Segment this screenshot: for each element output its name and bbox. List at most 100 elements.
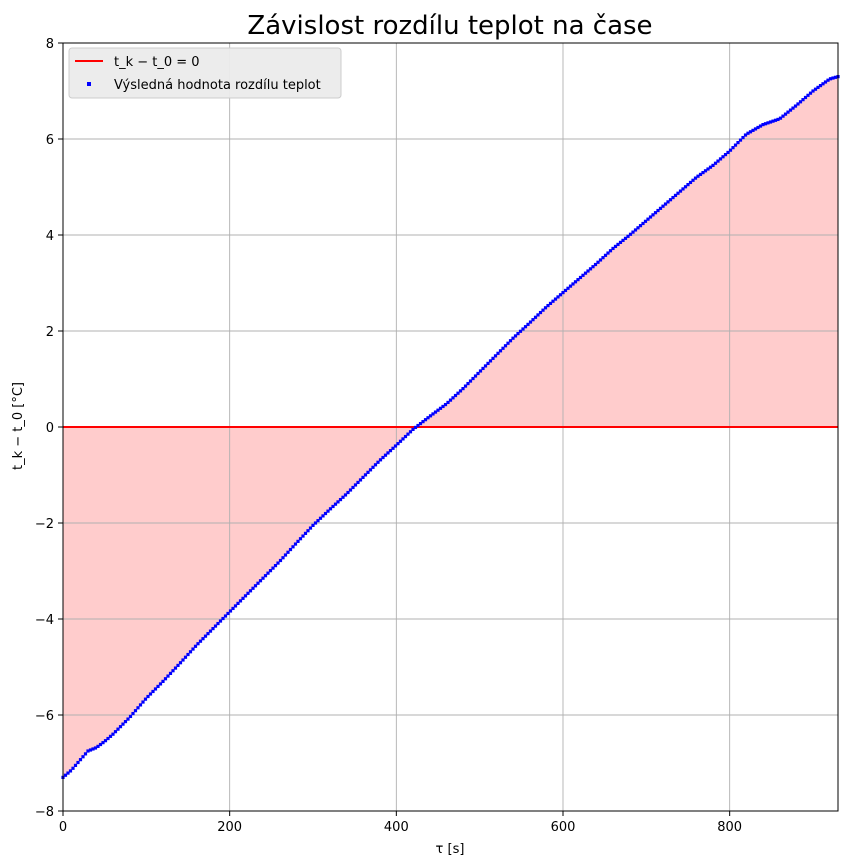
data-point-266 bbox=[726, 150, 730, 155]
data-point-198 bbox=[556, 295, 560, 299]
data-point-187 bbox=[528, 320, 533, 324]
data-point-43 bbox=[168, 671, 173, 676]
data-point-243 bbox=[668, 198, 673, 202]
data-point-40 bbox=[161, 679, 165, 683]
data-point-60 bbox=[211, 627, 215, 631]
data-point-143 bbox=[418, 421, 423, 426]
data-point-229 bbox=[633, 228, 638, 232]
legend: t_k − t_0 = 0 Výsledná hodnota rozdílu t… bbox=[68, 47, 342, 99]
data-point-63 bbox=[218, 619, 223, 623]
data-point-184 bbox=[521, 327, 525, 331]
data-point-291 bbox=[788, 108, 793, 112]
data-point-58 bbox=[206, 632, 210, 636]
data-point-194 bbox=[546, 303, 550, 308]
data-point-258 bbox=[706, 167, 710, 171]
data-point-72 bbox=[241, 596, 245, 600]
data-point-126 bbox=[376, 460, 380, 464]
data-point-116 bbox=[351, 485, 355, 490]
data-point-34 bbox=[146, 694, 150, 699]
y-axis-label: t_k − t_0 [°C] bbox=[11, 382, 26, 470]
data-point-42 bbox=[166, 674, 170, 678]
chart-title: Závislost rozdílu teplot na čase bbox=[247, 11, 652, 41]
data-point-133 bbox=[393, 444, 398, 448]
data-point-251 bbox=[688, 180, 693, 185]
data-point-113 bbox=[343, 493, 348, 497]
data-point-3 bbox=[68, 769, 73, 773]
series-points bbox=[61, 75, 840, 779]
data-point-146 bbox=[426, 416, 430, 420]
data-point-218 bbox=[606, 251, 610, 255]
data-point-106 bbox=[326, 509, 330, 513]
data-point-253 bbox=[693, 176, 698, 180]
data-point-276 bbox=[751, 128, 755, 132]
data-point-185 bbox=[523, 325, 528, 329]
data-point-156 bbox=[451, 396, 455, 400]
data-point-59 bbox=[208, 629, 213, 633]
data-point-263 bbox=[718, 157, 723, 161]
data-point-141 bbox=[413, 425, 418, 430]
data-point-246 bbox=[676, 191, 680, 195]
data-point-232 bbox=[641, 221, 645, 226]
data-point-30 bbox=[136, 706, 140, 710]
data-point-267 bbox=[728, 148, 733, 152]
data-point-199 bbox=[558, 293, 563, 297]
data-point-255 bbox=[698, 172, 703, 176]
data-point-293 bbox=[793, 104, 798, 108]
data-point-96 bbox=[301, 534, 305, 538]
data-point-272 bbox=[741, 135, 745, 140]
data-point-160 bbox=[461, 387, 465, 391]
data-point-215 bbox=[598, 258, 603, 262]
data-point-119 bbox=[358, 478, 363, 482]
data-point-53 bbox=[193, 644, 198, 648]
data-point-128 bbox=[381, 455, 385, 460]
data-point-149 bbox=[433, 410, 438, 414]
data-point-196 bbox=[551, 299, 555, 303]
data-point-48 bbox=[181, 658, 185, 662]
data-point-6 bbox=[76, 760, 80, 765]
data-point-274 bbox=[746, 131, 750, 135]
data-point-135 bbox=[398, 439, 403, 443]
data-point-61 bbox=[213, 624, 218, 628]
data-point-206 bbox=[576, 278, 580, 282]
x-tick-label-0: 0 bbox=[59, 820, 67, 835]
data-point-309 bbox=[833, 75, 838, 79]
data-point-65 bbox=[223, 614, 228, 618]
data-point-286 bbox=[776, 117, 780, 122]
data-point-226 bbox=[626, 234, 630, 238]
data-point-115 bbox=[348, 488, 353, 492]
data-point-14 bbox=[96, 744, 100, 748]
data-point-139 bbox=[408, 430, 413, 434]
data-point-214 bbox=[596, 260, 600, 264]
data-point-240 bbox=[661, 204, 665, 208]
data-point-209 bbox=[583, 271, 588, 275]
data-point-88 bbox=[281, 556, 285, 560]
data-point-124 bbox=[371, 465, 375, 469]
data-point-109 bbox=[333, 502, 338, 506]
x-tick-label-1: 200 bbox=[217, 820, 242, 835]
data-point-7 bbox=[78, 758, 83, 762]
y-tick-label-0: −8 bbox=[35, 805, 54, 820]
data-point-181 bbox=[513, 334, 518, 338]
data-point-224 bbox=[621, 238, 625, 242]
data-point-82 bbox=[266, 571, 270, 575]
data-point-176 bbox=[501, 346, 505, 350]
data-point-300 bbox=[811, 89, 815, 93]
data-point-302 bbox=[816, 85, 820, 89]
data-point-49 bbox=[183, 655, 188, 659]
data-point-285 bbox=[773, 118, 778, 122]
legend-label-reference-line: t_k − t_0 = 0 bbox=[114, 55, 200, 70]
data-point-289 bbox=[783, 112, 788, 116]
data-point-208 bbox=[581, 273, 585, 277]
data-point-105 bbox=[323, 511, 328, 516]
data-point-86 bbox=[276, 561, 280, 565]
data-point-47 bbox=[178, 661, 183, 665]
data-point-167 bbox=[478, 369, 483, 373]
data-point-80 bbox=[261, 576, 265, 580]
data-point-102 bbox=[316, 519, 320, 523]
y-tick-label-5: 2 bbox=[46, 325, 54, 340]
data-point-283 bbox=[768, 120, 773, 124]
data-point-299 bbox=[808, 91, 813, 95]
data-point-238 bbox=[656, 208, 660, 213]
data-point-19 bbox=[108, 734, 113, 738]
